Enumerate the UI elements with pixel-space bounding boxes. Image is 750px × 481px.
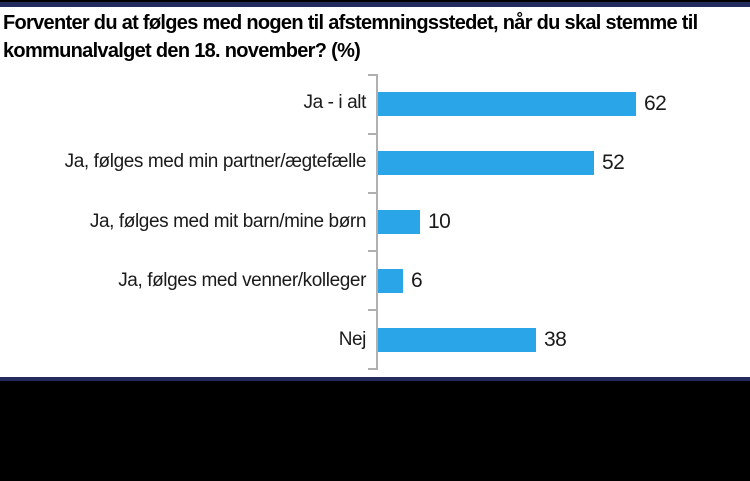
bar-chart-plot: Ja - i alt 62 Ja, følges med min partner… (0, 74, 750, 370)
bar (378, 328, 536, 353)
top-border-stripe (0, 0, 750, 7)
chart-row: Ja, følges med min partner/ægtefælle 52 (0, 133, 750, 192)
y-axis-line (376, 74, 378, 370)
bar-zone: 6 (378, 269, 423, 294)
footer-black-band (0, 381, 750, 481)
axis-tick (368, 368, 376, 370)
bar (378, 150, 594, 175)
axis-tick (368, 133, 376, 135)
category-label: Nej (338, 328, 367, 350)
bar (378, 91, 636, 116)
chart-row: Ja, følges med venner/kolleger 6 (0, 252, 750, 311)
chart-row: Ja - i alt 62 (0, 74, 750, 133)
value-label: 52 (602, 150, 625, 174)
axis-tick (368, 74, 376, 76)
chart-title-line2: kommunalvalget den 18. november? (%) (3, 40, 361, 62)
chart-title: Forventer du at følges med nogen til afs… (3, 9, 748, 65)
bar-zone: 52 (378, 150, 625, 175)
bar-zone: 38 (378, 328, 567, 353)
bottom-border-stripe (0, 377, 750, 381)
chart-rows: Ja - i alt 62 Ja, følges med min partner… (0, 74, 750, 370)
chart-row: Ja, følges med mit barn/mine børn 10 (0, 192, 750, 251)
category-label: Ja, følges med mit barn/mine børn (89, 210, 367, 232)
bar-zone: 62 (378, 91, 667, 116)
value-label: 38 (544, 328, 567, 352)
value-label: 62 (644, 91, 667, 115)
axis-tick (368, 250, 376, 252)
value-label: 10 (428, 210, 451, 233)
category-label: Ja, følges med venner/kolleger (118, 269, 366, 291)
axis-tick (368, 192, 376, 194)
bar (378, 269, 403, 294)
axis-tick (368, 309, 376, 311)
category-label: Ja, følges med min partner/ægtefælle (64, 151, 367, 173)
chart-row: Nej 38 (0, 311, 750, 370)
value-label: 6 (411, 269, 423, 293)
chart-title-line1: Forventer du at følges med nogen til afs… (3, 12, 698, 34)
bar-zone: 10 (378, 210, 451, 234)
category-label: Ja - i alt (303, 92, 366, 114)
bar (378, 210, 420, 234)
